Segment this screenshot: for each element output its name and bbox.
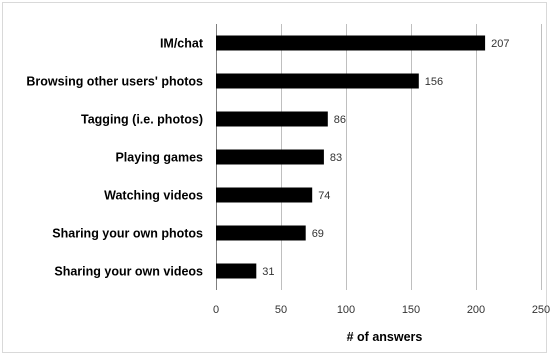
- bar-6: [216, 263, 257, 279]
- bar-5: [216, 225, 306, 241]
- data-label: 83: [330, 152, 342, 164]
- x-tick-label: 250: [532, 304, 550, 316]
- bar-3: [216, 149, 324, 165]
- bar-1: [216, 73, 419, 89]
- bar-4: [216, 187, 313, 203]
- chart-frame: [2, 2, 547, 353]
- x-tick-label: 50: [275, 304, 287, 316]
- data-label: 86: [334, 114, 346, 126]
- x-tick-label: 200: [467, 304, 485, 316]
- bar-2: [216, 111, 328, 127]
- category-label: IM/chat: [160, 37, 204, 51]
- data-label: 207: [491, 38, 509, 50]
- category-label: Browsing other users' photos: [26, 75, 203, 89]
- data-label: 69: [312, 228, 324, 240]
- category-label: Watching videos: [104, 189, 203, 203]
- x-tick-label: 100: [337, 304, 355, 316]
- category-label: Tagging (i.e. photos): [81, 113, 203, 127]
- x-axis-title: # of answers: [347, 330, 423, 344]
- category-label: Sharing your own photos: [52, 227, 203, 241]
- category-label: Playing games: [115, 151, 203, 165]
- bar-0: [216, 35, 486, 51]
- x-tick-label: 0: [213, 304, 219, 316]
- x-tick-label: 150: [402, 304, 420, 316]
- data-label: 74: [318, 190, 330, 202]
- data-label: 156: [425, 76, 443, 88]
- category-label: Sharing your own videos: [54, 265, 203, 279]
- data-label: 31: [262, 266, 274, 278]
